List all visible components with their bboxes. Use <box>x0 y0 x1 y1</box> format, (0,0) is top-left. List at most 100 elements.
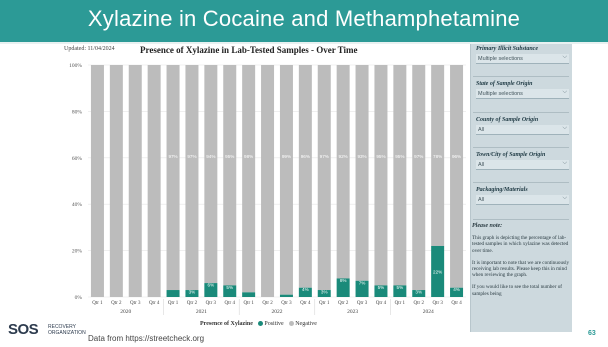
logo-mark: SOS <box>8 321 39 338</box>
bar-negative <box>185 65 199 291</box>
positive-data-label: 4% <box>453 287 460 292</box>
filter-state: State of Sample Origin Multiple selectio… <box>473 79 571 99</box>
x-tick-label: Qtr 4 <box>300 301 311 306</box>
negative-data-label: 96% <box>452 154 461 159</box>
dropdown-value: All <box>478 127 485 133</box>
filter-divider <box>473 76 569 77</box>
filter-title: County of Sample Origin <box>476 117 539 123</box>
year-label: 2022 <box>272 309 283 315</box>
y-tick-label: 20% <box>72 249 83 255</box>
logo-subtext-2: ORGANIZATION <box>48 330 86 336</box>
bar-negative <box>90 65 104 297</box>
x-tick-label: Qtr 2 <box>262 301 273 306</box>
note-paragraph: This graph is depicting the percentage o… <box>472 235 569 254</box>
xylazine-chart: 0% 20% 40% 60% 80% 100% Qtr 1 Qtr 2 Qtr 3 Qtr 4 97… <box>69 63 466 315</box>
bar-negative <box>412 65 426 291</box>
updated-date: Updated: 11/04/2024 <box>64 46 115 52</box>
bar-negative <box>393 65 407 286</box>
logo-subtext-1: RECOVERY <box>48 324 76 330</box>
negative-data-label: 93% <box>357 154 366 159</box>
bar-negative <box>450 65 464 288</box>
chevron-down-icon: ⌵ <box>562 125 567 131</box>
negative-data-label: 78% <box>433 154 442 159</box>
negative-data-label: 97% <box>187 154 196 159</box>
x-tick-label: Qtr 4 <box>149 301 160 306</box>
positive-data-label: 22% <box>433 269 442 274</box>
sos-logo: SOS RECOVERY ORGANIZATION <box>8 321 88 339</box>
bar-negative <box>147 65 161 297</box>
filter-divider <box>473 112 569 113</box>
negative-data-label: 94% <box>206 154 215 159</box>
filter-title: Town/City of Sample Origin <box>476 152 546 158</box>
negative-data-label: 99% <box>282 154 291 159</box>
chart-legend: Presence of Xylazine Positive Negative <box>200 321 317 327</box>
x-tick-label: Qtr 1 <box>395 301 406 306</box>
county-dropdown[interactable]: All ⌵ <box>476 125 569 135</box>
logo-subtext: RECOVERY ORGANIZATION <box>48 324 86 336</box>
bar-positive <box>204 283 218 297</box>
bar-negative <box>431 65 445 246</box>
filter-divider <box>473 182 569 183</box>
primary-substance-dropdown[interactable]: Multiple selections ⌵ <box>476 54 569 64</box>
filter-divider <box>473 147 569 148</box>
note-paragraph: It is important to note that we are cont… <box>472 259 570 279</box>
y-tick-label: 0% <box>75 295 83 301</box>
filter-county: County of Sample Origin All ⌵ <box>473 115 571 135</box>
x-tick-label: Qtr 3 <box>432 301 443 306</box>
negative-data-label: 92% <box>339 154 348 159</box>
note-title: Please note: <box>472 223 503 229</box>
bar-positive <box>431 245 445 297</box>
negative-data-label: 96% <box>301 154 310 159</box>
filter-title: State of Sample Origin <box>476 81 533 87</box>
bar-negative <box>166 65 180 291</box>
x-tick-label: Qtr 4 <box>451 301 462 306</box>
x-tick-label: Qtr 1 <box>92 301 103 306</box>
filter-divider <box>473 219 569 220</box>
x-tick-label: Qtr 3 <box>281 301 292 306</box>
positive-data-label: 5% <box>397 285 404 290</box>
x-tick-label: Qtr 2 <box>111 301 122 306</box>
slide-title: Xylazine in Cocaine and Methamphetamine <box>87 6 521 31</box>
dropdown-value: Multiple selections <box>478 91 523 97</box>
negative-data-label: 95% <box>225 154 234 159</box>
packaging-dropdown[interactable]: All ⌵ <box>476 195 569 205</box>
source-credit: Data from https://streetcheck.org <box>88 334 205 343</box>
x-tick-label: Qtr 2 <box>414 301 425 306</box>
positive-data-label: 3% <box>415 290 422 295</box>
header-accent-line <box>0 42 608 44</box>
positive-data-label: 5% <box>378 285 385 290</box>
bar-positive <box>450 287 464 297</box>
year-label: 2021 <box>196 309 207 315</box>
chart-title: Presence of Xylazine in Lab-Tested Sampl… <box>140 45 358 55</box>
bar-positive <box>298 287 312 297</box>
chevron-down-icon: ⌵ <box>562 54 567 60</box>
year-label: 2024 <box>423 309 434 315</box>
bar-positive <box>166 290 180 297</box>
dropdown-value: All <box>478 162 485 168</box>
positive-data-label: 6% <box>208 283 215 288</box>
bar-positive <box>393 285 407 297</box>
x-tick-label: Qtr 1 <box>243 301 254 306</box>
negative-data-label: 95% <box>376 154 385 159</box>
bar-positive <box>412 290 426 297</box>
state-dropdown[interactable]: Multiple selections ⌵ <box>476 89 569 99</box>
chevron-down-icon: ⌵ <box>562 160 567 166</box>
positive-data-label: 4% <box>302 287 309 292</box>
legend-negative-label[interactable]: Negative <box>295 321 317 327</box>
bar-negative <box>298 65 312 288</box>
dropdown-value: All <box>478 197 485 203</box>
legend-title: Presence of Xylazine <box>200 321 253 327</box>
y-tick-label: 80% <box>72 109 83 115</box>
page-number: 63 <box>588 330 596 337</box>
x-tick-label: Qtr 1 <box>168 301 179 306</box>
bar-negative <box>317 65 331 291</box>
bar-negative <box>128 65 142 297</box>
x-tick-label: Qtr 3 <box>357 301 368 306</box>
town-dropdown[interactable]: All ⌵ <box>476 160 569 170</box>
x-tick-label: Qtr 2 <box>338 301 349 306</box>
bar-positive <box>374 285 388 297</box>
bar-negative <box>336 65 350 279</box>
legend-positive-label[interactable]: Positive <box>264 321 284 327</box>
slide-header <box>0 0 608 42</box>
bar-negative <box>261 65 275 297</box>
